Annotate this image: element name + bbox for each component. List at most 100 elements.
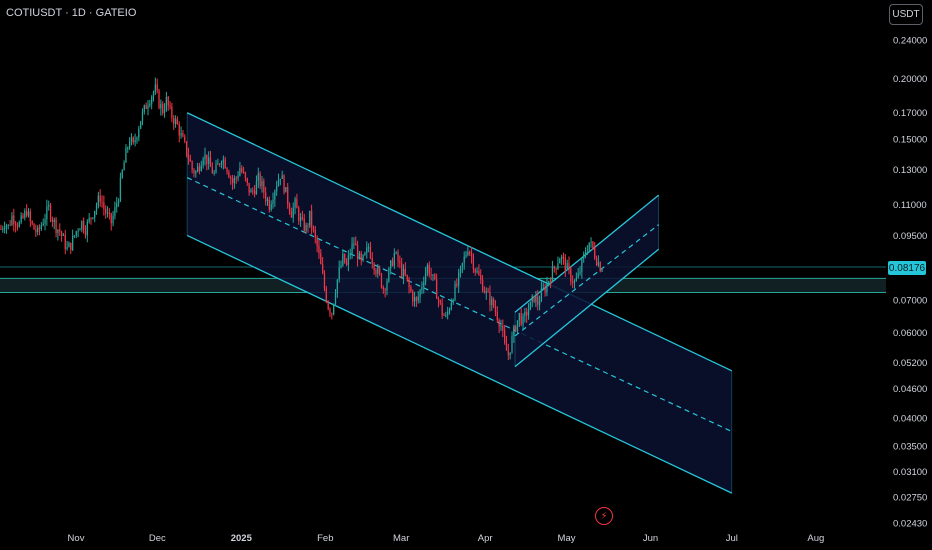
candle-body [242,171,245,173]
candle-body [27,211,30,216]
candle-body [108,212,111,214]
candle-body [511,336,513,353]
candle-body [566,263,568,271]
candle-body [86,221,88,236]
candle-body [533,295,535,302]
symbol-title: COTIUSDT · 1D · GATEIO [6,7,137,19]
candle-body [162,103,164,114]
candle-body [356,245,359,260]
candle-body [57,229,59,234]
candle-body [424,272,427,283]
candle-body [377,268,379,274]
candle-body [340,265,342,268]
candle-body [564,257,566,271]
candle-body [461,263,464,267]
candle-body [393,253,395,266]
candle-body [410,287,412,292]
candle-body [546,283,548,293]
candle-body [415,297,418,301]
candle-body [106,212,109,214]
candle-body [130,137,133,143]
currency-button[interactable]: USDT [889,4,923,25]
time-tick: 2025 [231,533,253,544]
candle-body [24,210,26,218]
candle-body [263,181,265,193]
candle-body [509,352,511,356]
candle-body [94,210,96,218]
candle-body [373,263,375,271]
price-tick: 0.13000 [893,165,927,176]
candle-body [555,268,557,270]
candle-body [132,137,134,143]
candle-body [430,274,432,276]
candle-body [336,279,338,294]
candle-body [498,320,500,327]
candle-body [97,195,99,206]
candle-body [141,111,144,122]
candle-body [329,309,331,314]
candle-body [237,175,239,179]
candle-body [327,301,329,310]
bolt-icon[interactable]: ⚡ [595,507,613,525]
candle-body [401,263,403,277]
candle-body [459,266,462,273]
candle-body [435,279,438,299]
candle-body [474,268,476,273]
candle-body [557,263,559,269]
candle-body [333,303,335,315]
candle-body [117,200,120,204]
candle-body [601,270,603,272]
candle-body [73,235,76,237]
candle-body [103,202,105,209]
candle-body [33,223,35,230]
candle-body [5,225,8,228]
candle-body [325,288,327,302]
candle-body [169,105,171,107]
candle-body [277,179,280,187]
candle-body [597,262,600,266]
candle-body [180,133,182,136]
candle-body [68,242,70,248]
candle-body [160,103,162,109]
candle-body [570,268,572,282]
candle-body [259,173,261,187]
candle-body [265,192,267,202]
candle-body [152,92,155,97]
candle-body [274,191,276,200]
candle-body [390,260,392,269]
candle-body [294,198,296,208]
candle-body [527,310,530,316]
candle-body [292,207,294,218]
descending-channel-lower [186,234,733,494]
candle-body [491,298,493,305]
candle-body [66,247,68,249]
candle-body [228,172,230,178]
candle-body [287,187,289,205]
candle-body [202,158,204,166]
candle-body [476,271,478,273]
candle-body [388,268,390,282]
candle-body [14,224,17,226]
candle-body [296,198,298,209]
candle-body [244,172,247,179]
candle-body [2,228,4,230]
candle-body [344,253,346,263]
price-tick: 0.06000 [893,328,927,339]
candle-body [470,253,473,257]
candle-body [349,253,351,256]
candle-body [189,158,191,162]
candle-body [544,287,546,293]
candle-body [542,287,544,289]
candle-body [75,231,77,236]
candle-body [378,268,381,274]
candle-body [480,275,482,280]
time-tick: Jul [726,533,738,544]
candle-body [224,159,226,169]
candle-body [581,258,583,272]
candle-body [364,252,366,255]
candle-body [219,163,221,165]
candle-body [535,296,537,302]
candle-body [38,227,41,229]
candle-body [413,297,416,302]
